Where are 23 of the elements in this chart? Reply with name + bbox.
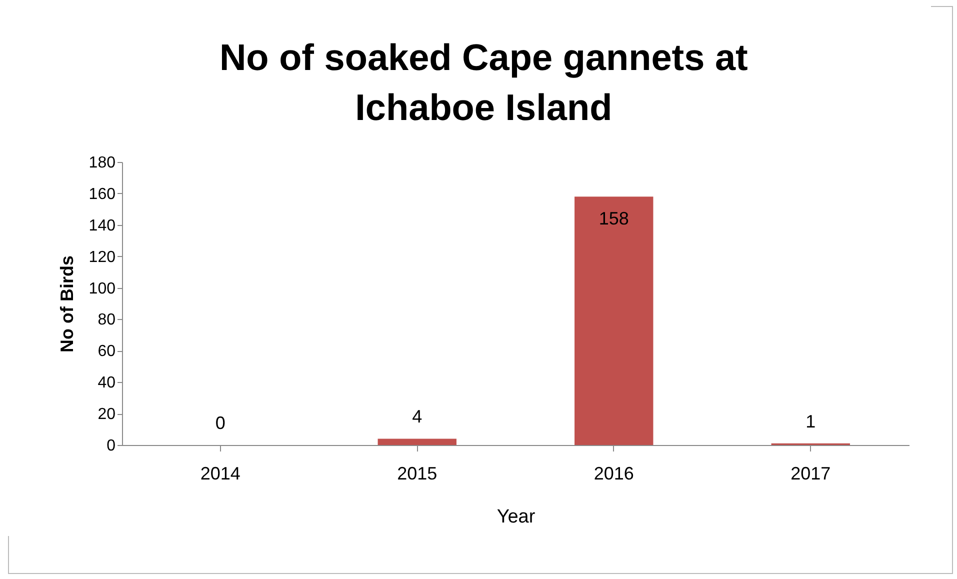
x-tick-label: 2015 xyxy=(397,464,438,484)
y-tick-label: 180 xyxy=(88,154,116,172)
y-tick-label: 140 xyxy=(88,217,116,234)
x-tick-label: 2016 xyxy=(594,464,634,484)
data-label: 0 xyxy=(215,413,226,433)
x-tick-label: 2014 xyxy=(200,464,240,484)
bar xyxy=(574,196,654,445)
y-tick-label: 40 xyxy=(98,374,116,392)
y-tick-label: 0 xyxy=(106,438,116,454)
y-tick-label: 100 xyxy=(88,280,116,298)
y-tick-label: 160 xyxy=(88,186,116,203)
y-tick-label: 80 xyxy=(98,312,116,329)
x-tick-label: 2017 xyxy=(790,464,831,484)
y-tick-label: 20 xyxy=(98,406,116,424)
data-label: 1 xyxy=(806,411,816,432)
y-tick-label: 120 xyxy=(88,248,116,266)
x-axis-title: Year xyxy=(496,506,536,528)
chart-title: No of soaked Cape gannets at Ichaboe Island xyxy=(219,37,748,128)
y-tick-label: 60 xyxy=(98,343,116,360)
data-label: 158 xyxy=(598,208,629,229)
data-label: 4 xyxy=(412,406,422,427)
bar xyxy=(378,438,456,445)
y-axis-title: No of Birds xyxy=(56,256,77,352)
